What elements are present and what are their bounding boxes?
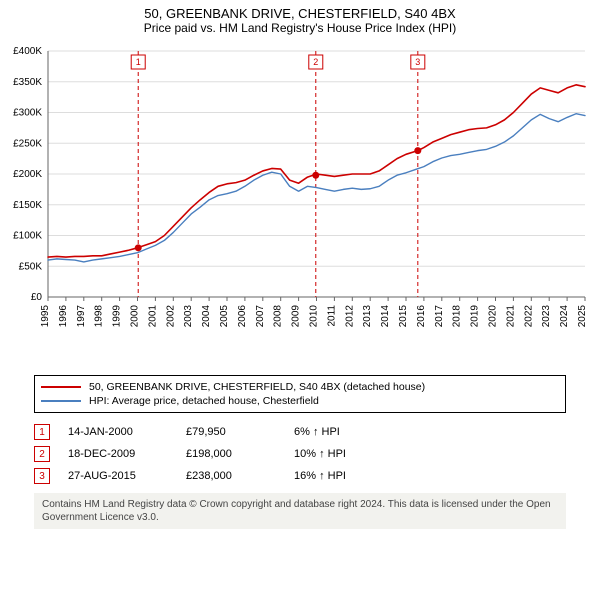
svg-text:1997: 1997	[76, 305, 87, 328]
legend-item: 50, GREENBANK DRIVE, CHESTERFIELD, S40 4…	[41, 380, 559, 394]
svg-text:2002: 2002	[165, 305, 176, 328]
svg-text:£300K: £300K	[13, 108, 42, 119]
marker-date: 14-JAN-2000	[68, 426, 168, 438]
svg-text:2007: 2007	[255, 305, 266, 328]
svg-text:£350K: £350K	[13, 77, 42, 88]
svg-text:1: 1	[136, 57, 141, 67]
marker-date: 27-AUG-2015	[68, 470, 168, 482]
marker-badge: 2	[34, 446, 50, 462]
svg-text:2020: 2020	[488, 305, 499, 328]
marker-pct: 10% ↑ HPI	[294, 448, 384, 460]
sales-marker-row: 2 18-DEC-2009 £198,000 10% ↑ HPI	[34, 443, 566, 465]
svg-text:2: 2	[313, 57, 318, 67]
sales-marker-row: 3 27-AUG-2015 £238,000 16% ↑ HPI	[34, 465, 566, 487]
svg-text:2017: 2017	[434, 305, 445, 328]
svg-text:2013: 2013	[362, 305, 373, 328]
svg-text:3: 3	[415, 57, 420, 67]
svg-text:2001: 2001	[147, 305, 158, 328]
svg-text:1995: 1995	[40, 305, 51, 328]
chart-title-line2: Price paid vs. HM Land Registry's House …	[8, 21, 592, 35]
svg-text:£150K: £150K	[13, 200, 42, 211]
svg-text:2014: 2014	[380, 305, 391, 328]
svg-text:2019: 2019	[470, 305, 481, 328]
marker-price: £198,000	[186, 448, 276, 460]
sales-marker-row: 1 14-JAN-2000 £79,950 6% ↑ HPI	[34, 421, 566, 443]
chart-title-line1: 50, GREENBANK DRIVE, CHESTERFIELD, S40 4…	[8, 6, 592, 21]
legend-label: HPI: Average price, detached house, Ches…	[89, 395, 319, 407]
marker-badge: 1	[34, 424, 50, 440]
legend-swatch	[41, 400, 81, 402]
legend-label: 50, GREENBANK DRIVE, CHESTERFIELD, S40 4…	[89, 381, 425, 393]
svg-text:1996: 1996	[58, 305, 69, 328]
svg-text:1999: 1999	[112, 305, 123, 328]
svg-text:2011: 2011	[326, 305, 337, 327]
svg-text:2004: 2004	[201, 305, 212, 328]
marker-pct: 6% ↑ HPI	[294, 426, 384, 438]
svg-text:2015: 2015	[398, 305, 409, 328]
svg-text:2000: 2000	[130, 305, 141, 328]
price-hpi-chart: £0 £50K £100K £150K £200K £250K £300K £350K £400…	[0, 39, 600, 369]
svg-text:2021: 2021	[505, 305, 516, 328]
svg-text:2006: 2006	[237, 305, 248, 328]
svg-text:£0: £0	[31, 292, 43, 303]
svg-text:2008: 2008	[273, 305, 284, 328]
marker-badge: 3	[34, 468, 50, 484]
svg-text:£400K: £400K	[13, 46, 42, 57]
svg-text:2018: 2018	[452, 305, 463, 328]
svg-text:2012: 2012	[344, 305, 355, 328]
marker-date: 18-DEC-2009	[68, 448, 168, 460]
marker-price: £238,000	[186, 470, 276, 482]
attribution-text: Contains HM Land Registry data © Crown c…	[34, 493, 566, 529]
svg-text:2005: 2005	[219, 305, 230, 328]
svg-text:1998: 1998	[94, 305, 105, 328]
svg-text:£250K: £250K	[13, 138, 42, 149]
svg-text:£200K: £200K	[13, 169, 42, 180]
svg-text:2024: 2024	[559, 305, 570, 328]
marker-price: £79,950	[186, 426, 276, 438]
svg-text:£50K: £50K	[19, 261, 43, 272]
svg-text:2016: 2016	[416, 305, 427, 328]
svg-text:2025: 2025	[577, 305, 588, 328]
svg-text:2022: 2022	[523, 305, 534, 328]
marker-pct: 16% ↑ HPI	[294, 470, 384, 482]
svg-text:£100K: £100K	[13, 231, 42, 242]
svg-text:2003: 2003	[183, 305, 194, 328]
legend-swatch	[41, 386, 81, 388]
svg-text:2009: 2009	[291, 305, 302, 328]
legend: 50, GREENBANK DRIVE, CHESTERFIELD, S40 4…	[34, 375, 566, 413]
svg-text:2023: 2023	[541, 305, 552, 328]
sales-markers-table: 1 14-JAN-2000 £79,950 6% ↑ HPI 2 18-DEC-…	[34, 421, 566, 487]
legend-item: HPI: Average price, detached house, Ches…	[41, 394, 559, 408]
svg-text:2010: 2010	[309, 305, 320, 328]
